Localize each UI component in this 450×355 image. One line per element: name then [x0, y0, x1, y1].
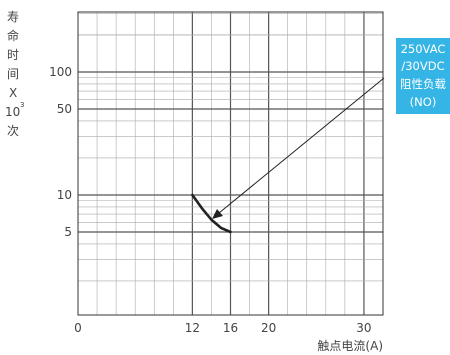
y-tick-label: 100 — [49, 65, 72, 79]
y-tick-label: 5 — [64, 225, 72, 239]
y-axis-label: 寿 命 时 间 X 10 3 次 — [5, 10, 24, 138]
y-axis-label-exponent: 3 — [20, 101, 24, 109]
x-tick-label: 20 — [261, 321, 276, 335]
chart-grid — [78, 12, 383, 315]
x-tick-label: 30 — [356, 321, 371, 335]
y-axis-label-char-3: 时 — [7, 48, 19, 62]
callout-arrow-line — [218, 77, 385, 214]
callout-line-4: (NO) — [410, 95, 437, 109]
callout-line-1: 250VAC — [401, 42, 446, 56]
callout-arrow-head — [212, 209, 223, 219]
axis-tick-labels: 0 12 16 20 30 100 50 10 5 — [49, 65, 371, 335]
y-axis-label-char-2: 命 — [7, 28, 19, 43]
callout-line-3: 阻性负载 — [400, 77, 446, 91]
load-condition-callout: 250VAC /30VDC 阻性负载 (NO) — [396, 38, 450, 114]
callout-box — [396, 38, 450, 114]
x-tick-label: 12 — [185, 321, 200, 335]
life-curve — [191, 193, 232, 234]
x-tick-label: 0 — [74, 321, 82, 335]
y-tick-label: 10 — [57, 188, 72, 202]
callout-line-2: /30VDC — [401, 59, 444, 73]
y-axis-label-char-1: 寿 — [7, 10, 19, 24]
series-layer — [191, 193, 232, 234]
y-tick-label: 50 — [57, 102, 72, 116]
y-axis-label-char-6: 10 — [5, 105, 20, 119]
x-axis-title: 触点电流(A) — [317, 339, 383, 353]
y-axis-label-char-7: 次 — [7, 124, 19, 138]
x-tick-label: 16 — [223, 321, 238, 335]
y-axis-label-char-4: 间 — [7, 67, 19, 81]
y-axis-label-char-5: X — [9, 86, 17, 100]
plot-frame — [77, 11, 384, 316]
